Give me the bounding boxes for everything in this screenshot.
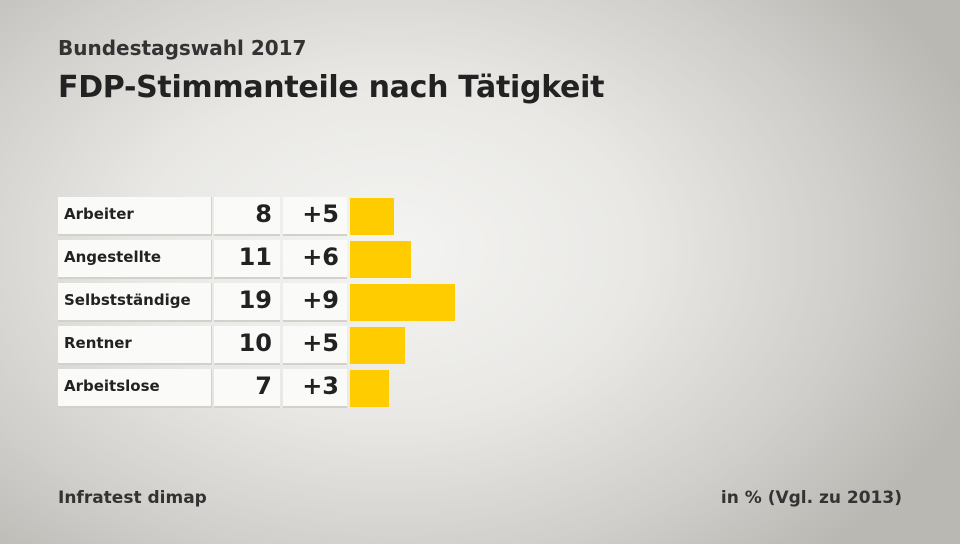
- value-cell: 7: [214, 369, 280, 408]
- category-cell: Rentner: [58, 326, 212, 365]
- change-cell: +5: [283, 197, 347, 236]
- change-label: +5: [302, 329, 339, 357]
- value-label: 10: [238, 329, 272, 357]
- category-cell: Angestellte: [58, 240, 212, 279]
- category-label: Selbstständige: [64, 291, 191, 309]
- change-cell: +3: [283, 369, 347, 408]
- chart-row: Angestellte 11 +6: [58, 240, 478, 280]
- change-label: +6: [302, 243, 339, 271]
- value-label: 19: [238, 286, 272, 314]
- value-cell: 11: [214, 240, 280, 279]
- value-label: 11: [238, 243, 272, 271]
- category-label: Angestellte: [64, 248, 162, 266]
- source-label: Infratest dimap: [58, 488, 207, 508]
- value-label: 8: [255, 200, 272, 228]
- bar: [350, 241, 411, 278]
- change-cell: +6: [283, 240, 347, 279]
- value-cell: 8: [214, 197, 280, 236]
- chart-row: Arbeiter 8 +5: [58, 197, 478, 237]
- change-cell: +9: [283, 283, 347, 322]
- category-label: Arbeitslose: [64, 377, 160, 395]
- chart-row: Rentner 10 +5: [58, 326, 478, 366]
- change-label: +5: [302, 200, 339, 228]
- bar: [350, 284, 455, 321]
- change-cell: +5: [283, 326, 347, 365]
- category-cell: Selbstständige: [58, 283, 212, 322]
- chart-row: Arbeitslose 7 +3: [58, 369, 478, 409]
- value-label: 7: [255, 372, 272, 400]
- category-cell: Arbeiter: [58, 197, 212, 236]
- page-title: FDP-Stimmanteile nach Tätigkeit: [58, 70, 605, 105]
- change-label: +9: [302, 286, 339, 314]
- bar: [350, 198, 394, 235]
- bar: [350, 370, 389, 407]
- unit-label: in % (Vgl. zu 2013): [720, 488, 902, 508]
- bar-chart: Arbeiter 8 +5 Angestellte 11 +6 Selbstständige…: [58, 197, 478, 412]
- bar: [350, 327, 405, 364]
- category-cell: Arbeitslose: [58, 369, 212, 408]
- change-label: +3: [302, 372, 339, 400]
- subtitle: Bundestagswahl 2017: [58, 36, 307, 60]
- chart-row: Selbstständige 19 +9: [58, 283, 478, 323]
- value-cell: 19: [214, 283, 280, 322]
- value-cell: 10: [214, 326, 280, 365]
- category-label: Arbeiter: [64, 205, 134, 223]
- category-label: Rentner: [64, 334, 132, 352]
